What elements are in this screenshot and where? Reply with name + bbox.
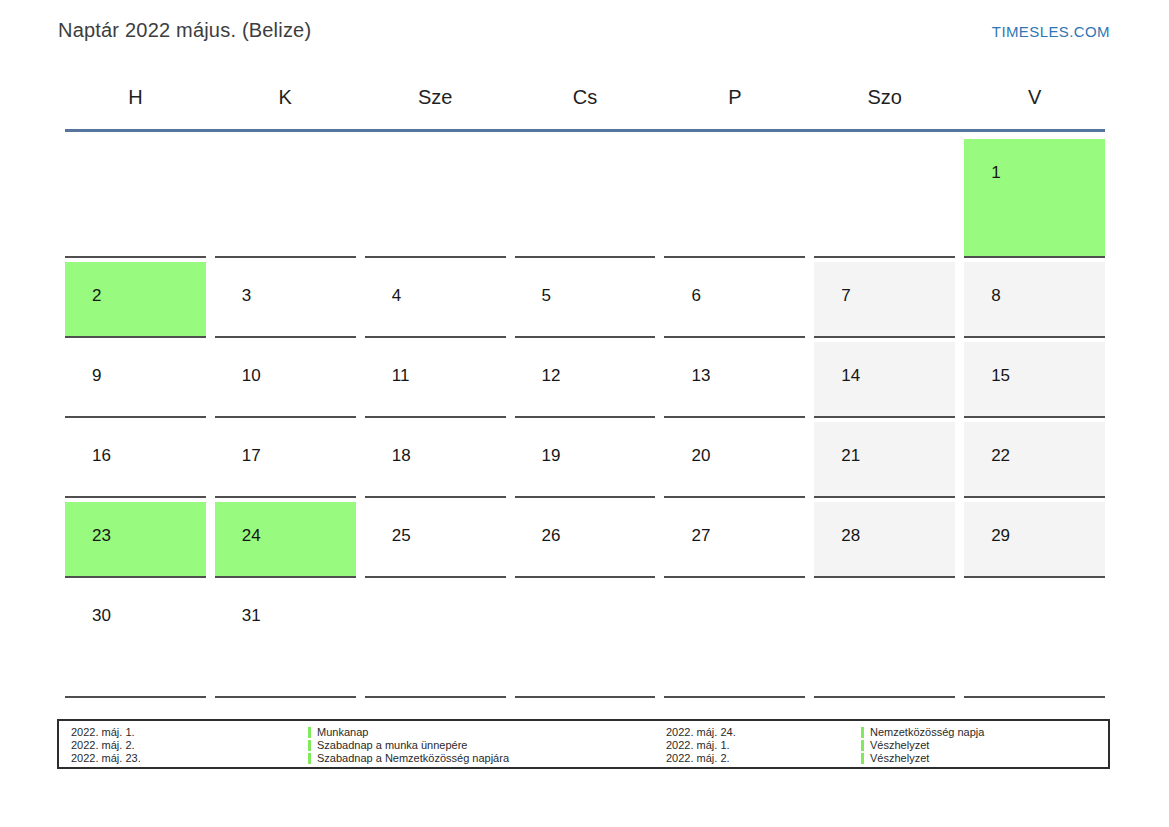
legend-labels-right: Nemzetközösség napjaVészhelyzetVészhelyz… — [861, 726, 1108, 767]
empty-cell — [215, 135, 356, 258]
legend-box: 2022. máj. 1.2022. máj. 2.2022. máj. 23.… — [57, 719, 1110, 769]
legend-color-bar-icon — [861, 727, 864, 738]
empty-cell — [814, 578, 955, 698]
calendar-grid: 1234567891011121314151617181920212223242… — [65, 135, 1105, 698]
day-cell-10: 10 — [215, 338, 356, 418]
legend-date: 2022. máj. 24. — [666, 726, 861, 739]
page-title: Naptár 2022 május. (Belize) — [58, 19, 311, 42]
day-cell-22: 22 — [964, 418, 1105, 498]
empty-cell — [814, 135, 955, 258]
calendar-page: Naptár 2022 május. (Belize) TIMESLES.COM… — [0, 0, 1169, 827]
legend-color-bar-icon — [308, 727, 311, 738]
legend-color-bar-icon — [861, 753, 864, 764]
legend-date: 2022. máj. 2. — [666, 752, 861, 765]
legend-color-bar-icon — [308, 753, 311, 764]
day-cell-15: 15 — [964, 338, 1105, 418]
site-logo-link[interactable]: TIMESLES.COM — [992, 23, 1110, 40]
day-cell-24: 24 — [215, 498, 356, 578]
empty-cell — [515, 135, 656, 258]
legend-label: Vészhelyzet — [861, 739, 1108, 752]
legend-date: 2022. máj. 2. — [71, 739, 308, 752]
day-cell-20: 20 — [664, 418, 805, 498]
header-divider-line — [65, 129, 1105, 132]
weekday-header-sze: Sze — [365, 86, 506, 109]
legend-dates-right: 2022. máj. 24.2022. máj. 1.2022. máj. 2. — [666, 726, 861, 767]
legend-labels-left: MunkanapSzabadnap a munka ünnepéreSzabad… — [308, 726, 666, 767]
empty-cell — [515, 578, 656, 698]
weekday-header-szo: Szo — [814, 86, 955, 109]
day-cell-30: 30 — [65, 578, 206, 698]
legend-label: Szabadnap a Nemzetközösség napjára — [308, 752, 666, 765]
legend-date: 2022. máj. 1. — [666, 739, 861, 752]
day-cell-19: 19 — [515, 418, 656, 498]
day-cell-27: 27 — [664, 498, 805, 578]
day-cell-28: 28 — [814, 498, 955, 578]
day-cell-16: 16 — [65, 418, 206, 498]
day-cell-18: 18 — [365, 418, 506, 498]
legend-label: Vészhelyzet — [861, 752, 1108, 765]
empty-cell — [664, 578, 805, 698]
weekday-header-cs: Cs — [515, 86, 656, 109]
day-cell-23: 23 — [65, 498, 206, 578]
day-cell-11: 11 — [365, 338, 506, 418]
day-cell-17: 17 — [215, 418, 356, 498]
legend-color-bar-icon — [861, 740, 864, 751]
day-cell-6: 6 — [664, 258, 805, 338]
legend-color-bar-icon — [308, 740, 311, 751]
day-cell-3: 3 — [215, 258, 356, 338]
weekday-header-v: V — [964, 86, 1105, 109]
day-cell-1: 1 — [964, 135, 1105, 258]
weekday-header-h: H — [65, 86, 206, 109]
empty-cell — [365, 578, 506, 698]
legend-label: Szabadnap a munka ünnepére — [308, 739, 666, 752]
empty-cell — [365, 135, 506, 258]
day-cell-9: 9 — [65, 338, 206, 418]
legend-date: 2022. máj. 1. — [71, 726, 308, 739]
legend-date: 2022. máj. 23. — [71, 752, 308, 765]
day-cell-21: 21 — [814, 418, 955, 498]
day-cell-31: 31 — [215, 578, 356, 698]
empty-cell — [964, 578, 1105, 698]
day-cell-8: 8 — [964, 258, 1105, 338]
day-cell-25: 25 — [365, 498, 506, 578]
empty-cell — [65, 135, 206, 258]
day-cell-13: 13 — [664, 338, 805, 418]
legend-label: Munkanap — [308, 726, 666, 739]
weekday-header-row: HK Sze Cs P Szo V — [65, 86, 1105, 109]
day-cell-14: 14 — [814, 338, 955, 418]
empty-cell — [664, 135, 805, 258]
day-cell-4: 4 — [365, 258, 506, 338]
weekday-header-k: K — [215, 86, 356, 109]
day-cell-5: 5 — [515, 258, 656, 338]
legend-dates-left: 2022. máj. 1.2022. máj. 2.2022. máj. 23. — [71, 726, 308, 767]
day-cell-12: 12 — [515, 338, 656, 418]
weekday-header-p: P — [664, 86, 805, 109]
day-cell-7: 7 — [814, 258, 955, 338]
day-cell-29: 29 — [964, 498, 1105, 578]
day-cell-2: 2 — [65, 258, 206, 338]
day-cell-26: 26 — [515, 498, 656, 578]
legend-label: Nemzetközösség napja — [861, 726, 1108, 739]
